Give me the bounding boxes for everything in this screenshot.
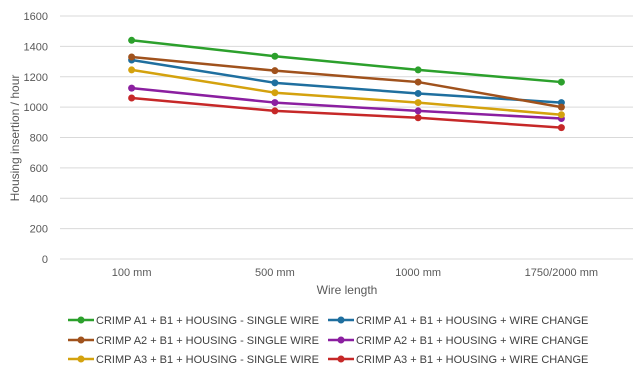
legend-swatch-marker	[78, 337, 85, 344]
data-point	[271, 53, 278, 60]
data-point	[558, 111, 565, 118]
x-axis-tick-labels: 100 mm 500 mm 1000 mm 1750/2000 mm	[112, 267, 598, 279]
series-6	[128, 95, 565, 132]
series-line	[132, 98, 562, 128]
y-tick-label: 1600	[24, 11, 48, 23]
legend-item: CRIMP A1 + B1 + HOUSING + WIRE CHANGE	[328, 315, 588, 327]
y-tick-label: 800	[30, 133, 48, 145]
y-tick-label: 600	[30, 163, 48, 175]
x-tick-label: 500 mm	[255, 267, 295, 279]
y-tick-label: 0	[42, 254, 48, 266]
legend: CRIMP A1 + B1 + HOUSING - SINGLE WIRE CRI…	[68, 315, 588, 366]
data-point	[128, 37, 135, 44]
data-point	[558, 104, 565, 111]
x-tick-label: 1000 mm	[395, 267, 441, 279]
data-point	[415, 79, 422, 86]
y-tick-label: 1400	[24, 41, 48, 53]
y-tick-label: 1000	[24, 102, 48, 114]
legend-swatch-marker	[78, 356, 85, 363]
x-axis-title: Wire length	[317, 283, 378, 297]
data-point	[558, 79, 565, 86]
data-point	[128, 66, 135, 73]
x-tick-label: 100 mm	[112, 267, 152, 279]
legend-item: CRIMP A3 + B1 + HOUSING + WIRE CHANGE	[328, 354, 588, 366]
data-point	[271, 99, 278, 106]
legend-item: CRIMP A1 + B1 + HOUSING - SINGLE WIRE	[68, 315, 319, 327]
data-point	[415, 90, 422, 97]
legend-label: CRIMP A3 + B1 + HOUSING - SINGLE WIRE	[96, 354, 319, 366]
legend-label: CRIMP A2 + B1 + HOUSING - SINGLE WIRE	[96, 335, 319, 347]
legend-label: CRIMP A2 + B1 + HOUSING + WIRE CHANGE	[356, 335, 588, 347]
data-point	[128, 85, 135, 92]
legend-item: CRIMP A2 + B1 + HOUSING - SINGLE WIRE	[68, 335, 319, 347]
y-axis-tick-labels: 0 200 400 600 800 1000 1200 1400 1600	[24, 11, 48, 266]
legend-label: CRIMP A1 + B1 + HOUSING - SINGLE WIRE	[96, 315, 319, 327]
series-lines	[128, 37, 565, 131]
data-point	[415, 66, 422, 73]
y-tick-label: 1200	[24, 72, 48, 84]
legend-label: CRIMP A3 + B1 + HOUSING + WIRE CHANGE	[356, 354, 588, 366]
legend-swatch-marker	[338, 356, 345, 363]
data-point	[415, 107, 422, 114]
data-point	[271, 79, 278, 86]
y-tick-label: 400	[30, 193, 48, 205]
y-axis-title: Housing insertion / hour	[8, 75, 22, 202]
data-point	[128, 54, 135, 61]
legend-label: CRIMP A1 + B1 + HOUSING + WIRE CHANGE	[356, 315, 588, 327]
data-point	[558, 124, 565, 131]
legend-swatch-marker	[78, 317, 85, 324]
legend-swatch-marker	[338, 337, 345, 344]
data-point	[271, 107, 278, 114]
x-tick-label: 1750/2000 mm	[525, 267, 598, 279]
data-point	[271, 89, 278, 96]
data-point	[415, 114, 422, 121]
y-tick-label: 200	[30, 224, 48, 236]
series-5	[128, 66, 565, 118]
gridlines	[60, 16, 633, 259]
data-point	[415, 99, 422, 106]
data-point	[271, 67, 278, 74]
data-point	[128, 95, 135, 102]
legend-swatch-marker	[338, 317, 345, 324]
series-1	[128, 37, 565, 86]
legend-item: CRIMP A2 + B1 + HOUSING + WIRE CHANGE	[328, 335, 588, 347]
legend-item: CRIMP A3 + B1 + HOUSING - SINGLE WIRE	[68, 354, 319, 366]
